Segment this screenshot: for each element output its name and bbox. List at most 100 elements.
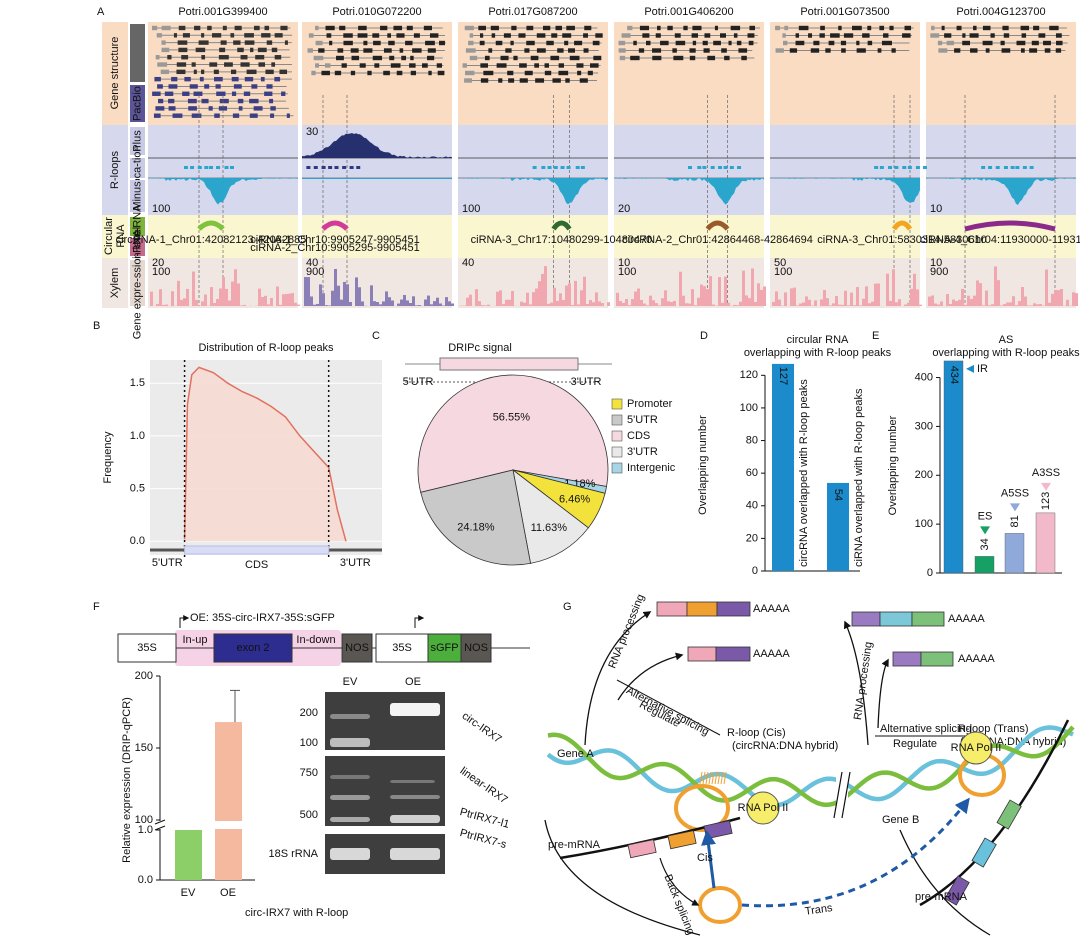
track-band	[770, 215, 920, 258]
expression-bar	[913, 273, 916, 306]
expression-bar	[673, 300, 676, 306]
exon	[219, 47, 226, 53]
expression-bar	[955, 301, 958, 306]
exon	[1021, 33, 1027, 38]
expression-bar	[340, 299, 343, 306]
lane-label: OE	[405, 676, 421, 688]
gel-band	[390, 780, 435, 783]
exon	[784, 25, 789, 31]
exon	[222, 25, 227, 31]
expression-bar	[874, 283, 877, 306]
exon	[161, 47, 170, 53]
location-dot	[342, 166, 347, 169]
exon	[231, 76, 239, 82]
expression-bar	[231, 281, 234, 306]
expression-bar	[346, 284, 349, 306]
expression-bar	[243, 304, 246, 306]
cds-box	[439, 357, 579, 371]
y-tick-label: 100	[915, 518, 933, 530]
exon	[691, 33, 698, 38]
exon	[566, 25, 575, 31]
exon	[193, 69, 197, 75]
band-label: circ-IRX7	[460, 710, 504, 746]
diagram-label: RNA Pol II	[738, 802, 789, 814]
expression-bar	[850, 292, 853, 306]
expression-bar	[997, 280, 1000, 306]
exon	[157, 62, 168, 67]
y-axis-label: Overlapping number	[697, 415, 709, 515]
circ-arc	[551, 220, 572, 231]
bar	[1004, 533, 1025, 574]
exon	[464, 25, 474, 31]
expression-bar	[526, 292, 529, 306]
location-dot	[902, 166, 907, 169]
band-label: linear-IRX7	[458, 765, 510, 806]
circ-label: circRNA-2_Chr01:42864468-42864694	[622, 234, 813, 246]
circ-arc	[891, 220, 913, 231]
y-tick-label: 0.5	[130, 483, 145, 495]
expression-bar	[598, 301, 601, 306]
expression-bar	[288, 293, 291, 306]
expression-bar	[1009, 302, 1012, 306]
exon	[351, 55, 360, 61]
expression-bar	[213, 302, 216, 306]
circ-rna	[674, 784, 730, 832]
expression-bar	[649, 295, 652, 306]
expression-bar	[772, 301, 775, 306]
exon	[230, 69, 237, 75]
bar	[943, 360, 964, 574]
transcript-exon	[716, 601, 751, 617]
track-label: Gene structure	[109, 37, 121, 110]
exon	[173, 33, 177, 38]
expression-bar	[940, 301, 943, 306]
hybrid-hatch	[711, 771, 715, 785]
exon	[270, 106, 276, 111]
expression-bar	[466, 297, 469, 306]
exon	[655, 33, 661, 38]
track-band	[926, 22, 1076, 125]
expression-bar	[322, 293, 325, 306]
exon	[318, 48, 325, 53]
exon	[954, 48, 961, 53]
expression-bar	[601, 303, 604, 306]
expression-bar	[847, 305, 850, 306]
expression-bar	[520, 301, 523, 306]
exon	[343, 40, 353, 46]
exon	[536, 48, 546, 53]
exon	[201, 33, 205, 38]
outer-arc	[544, 819, 701, 936]
pointer	[1010, 503, 1020, 512]
x-tick-label: EV	[181, 887, 196, 899]
exon	[234, 25, 242, 31]
exon	[264, 91, 273, 96]
expression-bar	[505, 299, 508, 306]
location-dot	[922, 166, 927, 169]
y-tick-label: 0.0	[138, 874, 153, 886]
track-scale: 100	[462, 203, 480, 215]
exon	[167, 55, 172, 60]
expression-bar	[838, 304, 841, 306]
location-dot	[879, 166, 884, 169]
expression-bar	[961, 288, 964, 306]
exon	[707, 55, 716, 61]
exon	[199, 76, 204, 82]
exon	[325, 25, 335, 31]
exon	[937, 40, 943, 46]
expression-bar	[814, 300, 817, 306]
exon	[350, 48, 359, 53]
exon	[1029, 48, 1038, 53]
track-scale: 100	[774, 266, 792, 278]
expression-bar	[640, 299, 643, 306]
expression-bar	[886, 273, 889, 306]
gel-band	[330, 817, 370, 822]
exon	[595, 33, 603, 38]
expression-bar	[427, 295, 430, 306]
expression-bar	[1072, 292, 1075, 306]
expression-bar	[538, 281, 541, 306]
exon	[176, 69, 186, 75]
gel-band	[390, 815, 440, 823]
exon	[891, 48, 896, 53]
track-band	[302, 215, 452, 258]
exon	[230, 33, 235, 38]
expression-bar	[949, 304, 952, 306]
